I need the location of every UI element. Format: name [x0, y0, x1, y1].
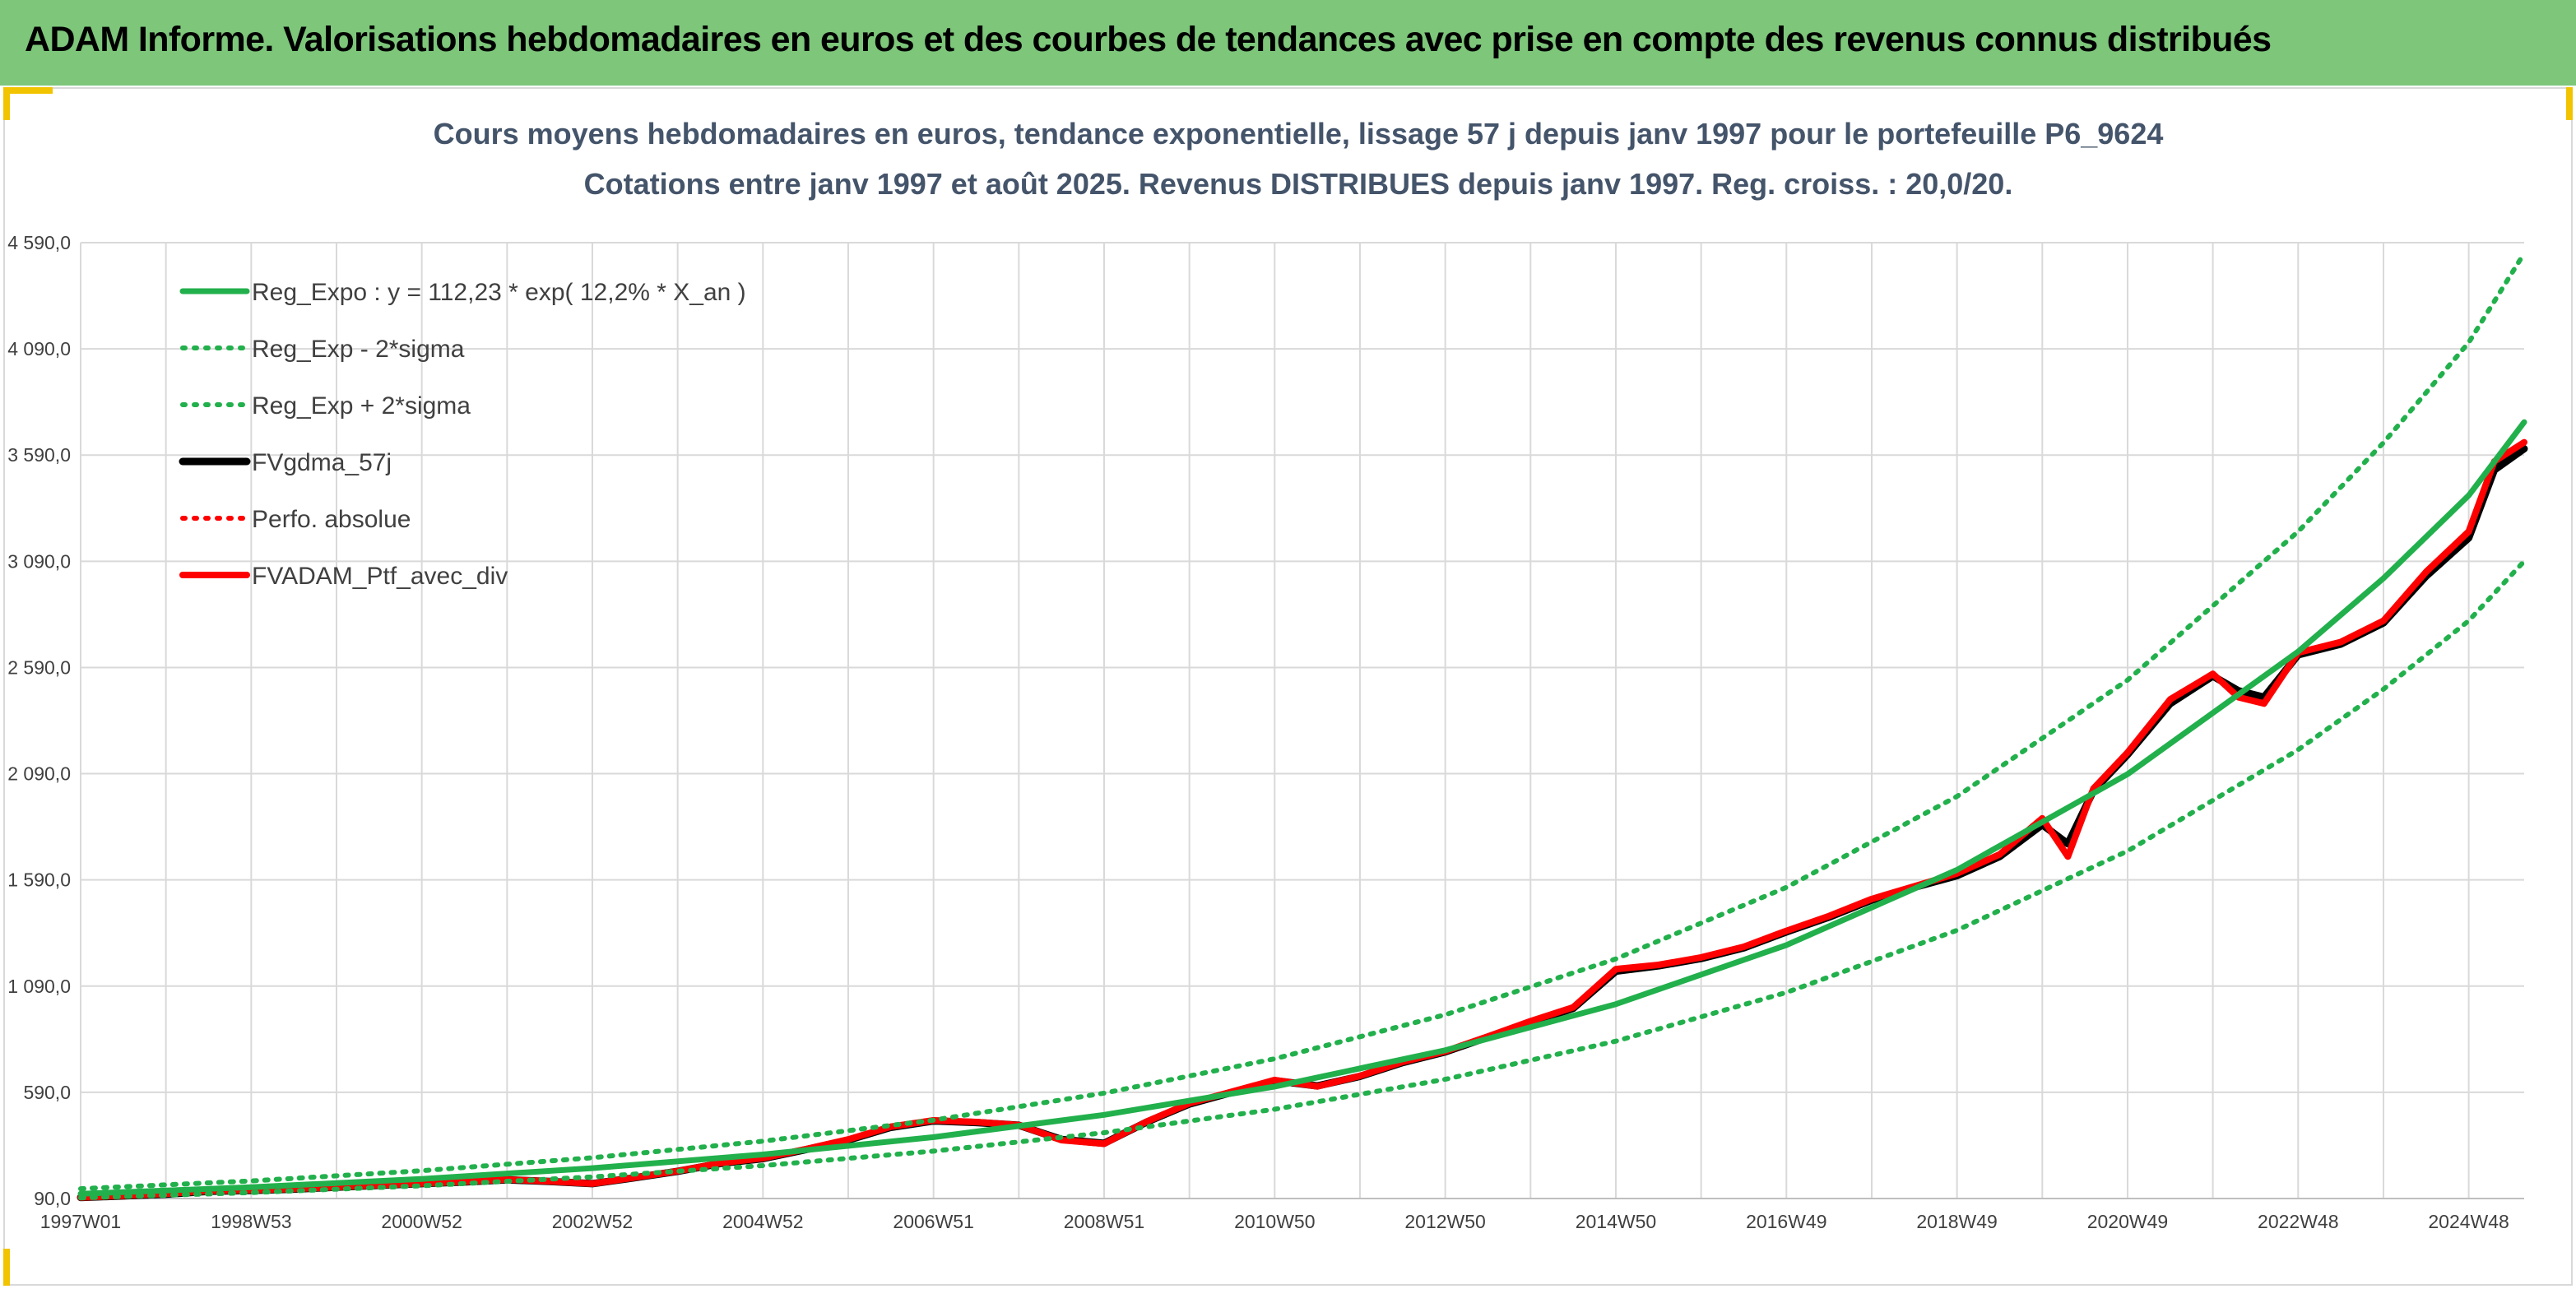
y-tick-label: 4 090,0	[7, 338, 71, 359]
corner-accent-bottom-left	[3, 1249, 10, 1286]
x-tick-label: 2002W52	[552, 1211, 633, 1232]
x-tick-label: 2016W49	[1746, 1211, 1826, 1232]
x-tick-label: 2010W50	[1234, 1211, 1315, 1232]
y-tick-label: 590,0	[23, 1082, 71, 1103]
x-tick-label: 2008W51	[1064, 1211, 1144, 1232]
legend-label-0: Reg_Expo : y = 112,23 * exp( 12,2% * X_a…	[252, 279, 746, 306]
y-tick-label: 4 590,0	[7, 232, 71, 253]
x-tick-label: 2012W50	[1404, 1211, 1485, 1232]
x-tick-label: 2014W50	[1576, 1211, 1656, 1232]
chart-subtitle: Cotations entre janv 1997 et août 2025. …	[584, 167, 2013, 201]
corner-accent-top-left-vertical	[3, 87, 10, 120]
legend-label-3: FVgdma_57j	[252, 449, 392, 476]
x-tick-label: 2024W48	[2428, 1211, 2509, 1232]
series-line-0	[77, 419, 2527, 1197]
y-tick-label: 90,0	[34, 1188, 71, 1209]
legend-label-2: Reg_Exp + 2*sigma	[252, 392, 471, 420]
chart-frame	[3, 87, 2573, 1286]
series	[77, 250, 2528, 1202]
x-tick-label: 2006W51	[893, 1211, 973, 1232]
grid	[80, 242, 2524, 1199]
page-title: ADAM Informe. Valorisations hebdomadaire…	[25, 20, 2272, 59]
corner-accent-top-left	[3, 87, 53, 94]
x-tick-label: 1997W01	[40, 1211, 121, 1232]
series-line-5	[77, 438, 2527, 1201]
y-tick-label: 1 090,0	[7, 976, 71, 997]
corner-accent-top-right	[2566, 87, 2573, 120]
x-tick-label: 2004W52	[722, 1211, 803, 1232]
y-tick-label: 2 590,0	[7, 656, 71, 678]
chart-title: Cours moyens hebdomadaires en euros, ten…	[434, 117, 2164, 151]
header-bar: ADAM Informe. Valorisations hebdomadaire…	[0, 0, 2576, 86]
legend-label-1: Reg_Exp - 2*sigma	[252, 336, 465, 363]
x-tick-label: 2020W49	[2087, 1211, 2168, 1232]
series-line-1	[78, 559, 2527, 1201]
x-tick-label: 2000W52	[381, 1211, 462, 1232]
axes: 90,0 590,0 1 090,0 1 590,0 2 090,0 2 590,0 3 0…	[7, 232, 2524, 1232]
series-line-2	[78, 250, 2527, 1192]
y-tick-label: 2 090,0	[7, 763, 71, 785]
x-tick-label: 2018W49	[1916, 1211, 1997, 1232]
y-tick-label: 1 590,0	[7, 869, 71, 891]
y-tick-label: 3 590,0	[7, 444, 71, 466]
legend-label-5: FVADAM_Ptf_avec_div	[252, 563, 508, 590]
x-tick-label: 2022W48	[2258, 1211, 2338, 1232]
y-tick-label: 3 090,0	[7, 550, 71, 572]
legend: Reg_Expo : y = 112,23 * exp( 12,2% * X_a…	[179, 279, 746, 590]
x-tick-label: 1998W53	[211, 1211, 291, 1232]
legend-label-4: Perfo. absolue	[252, 506, 411, 533]
